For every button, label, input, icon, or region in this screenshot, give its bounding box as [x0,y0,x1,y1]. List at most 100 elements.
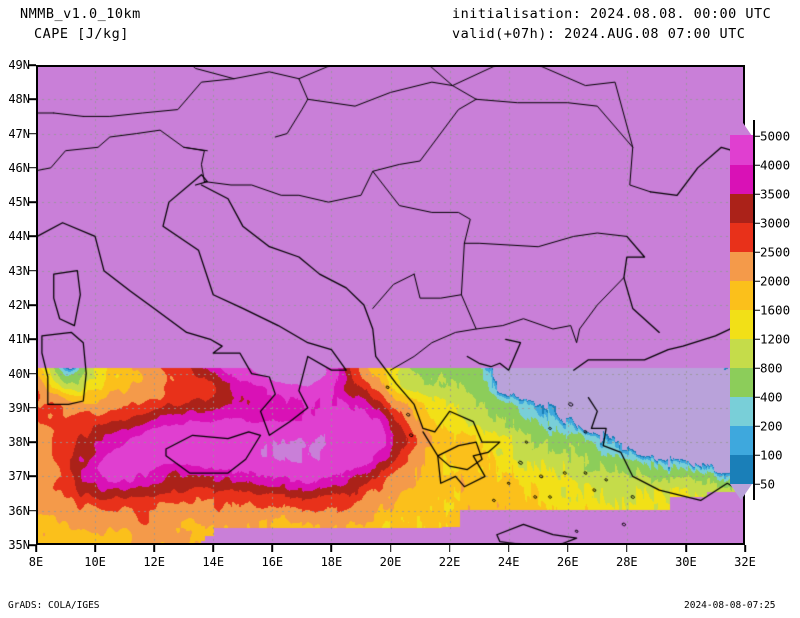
colorbar-band [730,251,753,281]
colorbar-band [730,338,753,368]
latitude-tick-mark [29,64,36,66]
colorbar-tick-mark [753,338,760,340]
colorbar-tick-label: 800 [760,360,783,376]
colorbar-band [730,280,753,310]
latitude-tick-label: 40N [8,366,30,381]
colorbar-band [730,135,753,165]
colorbar-tick-mark [753,280,760,282]
colorbar-tick-mark [753,367,760,369]
colorbar-band [730,396,753,426]
longitude-tick-mark [271,545,274,552]
longitude-tick-mark [35,545,37,552]
latitude-tick-mark [29,544,36,546]
latitude-tick-mark [29,509,36,512]
latitude-tick-label: 49N [8,58,30,72]
colorbar-tick-label: 4000 [760,157,791,173]
latitude-tick-mark [29,269,36,272]
latitude-tick-mark [29,372,36,375]
colorbar-tick-label: 3000 [760,215,791,231]
longitude-tick-label: 28E [615,555,638,569]
latitude-tick-label: 36N [8,503,30,518]
colorbar-tick-mark [753,396,760,398]
longitude-tick-label: 18E [320,555,343,569]
model-name-label: NMMB_v1.0_10km [20,6,141,22]
colorbar-tick-label: 100 [760,447,783,463]
colorbar-tick-mark [753,425,760,427]
cape-heatmap-canvas [36,65,745,545]
map-frame-border [36,65,745,545]
colorbar-tick-mark [753,193,760,195]
longitude-tick-label: 32E [734,555,756,569]
colorbar-tick-mark [753,309,760,311]
longitude-tick-label: 16E [261,555,284,569]
latitude-tick-mark [29,304,36,306]
longitude-tick-mark [330,545,333,552]
colorbar-tick-label: 1200 [760,331,791,347]
colorbar-tick-label: 2000 [760,273,791,289]
longitude-tick-mark [744,545,746,552]
colorbar-cap-below-minimum [730,484,752,500]
colorbar-legend: 50 100 200 400 800 1200 1600 2000 2500 3000 3500 40… [730,120,790,500]
colorbar-tick-mark [753,135,760,137]
colorbar-band [730,454,753,484]
latitude-tick-label: 47N [8,126,30,141]
colorbar-band [730,367,753,397]
latitude-tick-label: 37N [8,469,30,484]
attribution-label: GrADS: COLA/IGES [8,600,100,611]
longitude-tick-label: 20E [379,555,402,569]
colorbar-tick-label: 200 [760,418,783,434]
longitude-tick-label: 22E [438,555,461,569]
colorbar-tick-mark [753,222,760,224]
initialisation-time-label: initialisation: 2024.08.08. 00:00 UTC [452,6,772,22]
latitude-tick-mark [29,338,36,341]
longitude-tick-label: 10E [84,555,106,569]
latitude-tick-mark [29,441,36,443]
longitude-tick-label: 12E [143,555,165,569]
latitude-tick-mark [29,235,36,238]
latitude-tick-mark [29,407,36,409]
colorbar-band [730,222,753,252]
latitude-tick-label: 44N [8,229,30,244]
render-timestamp-label: 2024-08-08-07:25 [684,600,776,611]
longitude-tick-label: 8E [28,555,44,569]
longitude-tick-mark [389,545,392,552]
colorbar-tick-mark [753,251,760,253]
longitude-tick-mark [94,545,96,552]
colorbar-tick-label: 3500 [760,186,791,202]
longitude-tick-label: 24E [497,555,520,569]
latitude-tick-mark [29,98,36,101]
latitude-tick-label: 43N [8,263,30,278]
latitude-tick-mark [29,167,36,169]
latitude-tick-label: 41N [8,332,30,347]
latitude-tick-mark [29,475,36,478]
longitude-tick-label: 30E [675,555,697,569]
valid-time-label: valid(+07h): 2024.AUG.08 07:00 UTC [452,26,746,42]
colorbar-tick-mark [753,483,760,485]
colorbar-band [730,164,753,194]
longitude-tick-mark [153,545,155,552]
colorbar-band [730,193,753,223]
longitude-tick-mark [212,545,215,552]
field-name-label: CAPE [J/kg] [34,26,129,42]
latitude-tick-label: 46N [8,160,30,175]
longitude-tick-mark [566,545,569,552]
latitude-tick-label: 42N [8,298,30,312]
colorbar-tick-mark [753,164,760,166]
longitude-tick-mark [448,545,451,552]
longitude-tick-mark [626,545,628,552]
colorbar-tick-label: 2500 [760,244,791,260]
colorbar-tick-label: 400 [760,389,783,405]
latitude-tick-label: 35N [8,538,30,552]
colorbar-tick-label: 50 [760,476,776,492]
longitude-tick-label: 26E [556,555,579,569]
colorbar-tick-mark [753,454,760,456]
colorbar-band [730,425,753,455]
colorbar-band [730,309,753,339]
longitude-tick-label: 14E [202,555,225,569]
colorbar-tick-label: 1600 [760,302,791,318]
latitude-tick-mark [29,132,36,135]
latitude-tick-label: 48N [8,92,30,107]
latitude-tick-label: 38N [8,435,30,450]
longitude-tick-mark [507,545,510,552]
colorbar-cap-above-maximum [730,120,752,136]
